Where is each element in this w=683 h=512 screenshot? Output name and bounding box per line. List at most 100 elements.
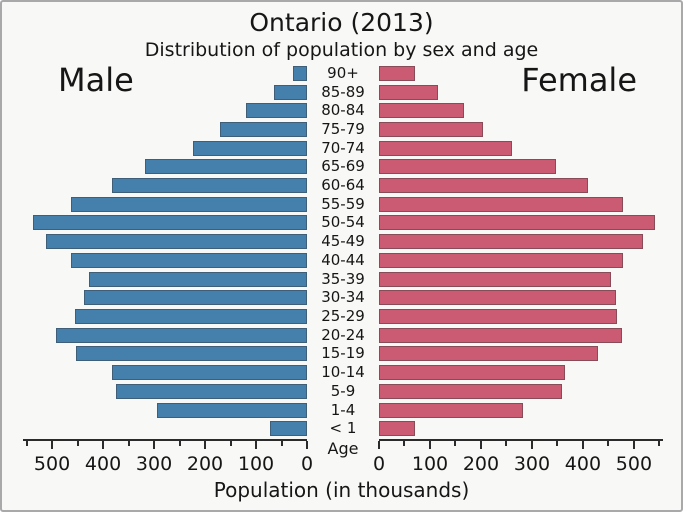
female-bar — [379, 327, 623, 343]
female-side-label: Female — [521, 61, 637, 99]
pyramid-row: 15-19 — [23, 345, 663, 364]
female-bar — [379, 215, 655, 231]
x-axis-right: 0 100 200 300 400 500 — [373, 439, 663, 477]
male-bar — [74, 308, 307, 324]
pyramid-row: 90+ — [23, 64, 663, 83]
female-half — [379, 363, 663, 382]
female-bar — [379, 308, 617, 324]
age-label: 55-59 — [321, 194, 365, 213]
male-bar — [145, 159, 307, 175]
minor-tick — [127, 441, 130, 446]
tick-label: 100 — [237, 453, 275, 475]
age-label: 25-29 — [321, 306, 365, 325]
tick-label: 500 — [33, 453, 71, 475]
tick-label: 500 — [615, 453, 653, 475]
tick-label: 300 — [135, 453, 173, 475]
female-half — [379, 195, 663, 214]
chart-subtitle: Distribution of population by sex and ag… — [144, 39, 539, 61]
male-half — [23, 158, 307, 177]
male-half — [23, 64, 307, 83]
pyramid-row: 30-34 — [23, 288, 663, 307]
pyramid-row: 10-14 — [23, 363, 663, 382]
age-label: 10-14 — [321, 363, 365, 382]
male-bar — [157, 402, 307, 418]
male-bar — [116, 383, 307, 399]
age-label: 60-64 — [321, 176, 365, 195]
age-label: 70-74 — [321, 138, 365, 157]
male-bar — [112, 178, 307, 194]
age-axis-label: Age — [327, 439, 359, 458]
male-half — [23, 288, 307, 307]
major-tick — [153, 441, 156, 449]
pyramid-row: 20-24 — [23, 326, 663, 345]
male-half — [23, 101, 307, 120]
male-half — [23, 363, 307, 382]
female-half — [379, 270, 663, 289]
male-half — [23, 139, 307, 158]
pyramid-row: 25-29 — [23, 307, 663, 326]
pyramid-row: 5-9 — [23, 382, 663, 401]
age-label: 20-24 — [321, 325, 365, 344]
tick-label: 400 — [84, 453, 122, 475]
major-tick — [378, 441, 380, 449]
male-bar — [88, 271, 307, 287]
minor-tick — [454, 441, 457, 446]
female-half — [379, 176, 663, 195]
male-half — [23, 232, 307, 251]
x-axis-left: 0 100 200 300 400 500 — [23, 439, 313, 477]
minor-tick — [505, 441, 508, 446]
major-tick — [428, 441, 431, 449]
male-bar — [71, 196, 307, 212]
female-half — [379, 382, 663, 401]
pyramid-row: < 1 — [23, 419, 663, 438]
female-bar — [379, 290, 616, 306]
tick-label: 0 — [300, 453, 314, 475]
male-side-label: Male — [58, 61, 134, 99]
age-label: 65-69 — [321, 157, 365, 176]
age-label: 5-9 — [330, 381, 356, 400]
tick-label: 200 — [462, 453, 500, 475]
female-bar — [379, 271, 611, 287]
male-bar — [246, 103, 307, 119]
major-tick — [255, 441, 257, 449]
minor-tick — [76, 441, 79, 446]
pyramid-row: 45-49 — [23, 232, 663, 251]
male-bar — [193, 140, 307, 156]
major-tick — [204, 441, 207, 449]
male-half — [23, 401, 307, 420]
male-half — [23, 270, 307, 289]
age-label: 40-44 — [321, 250, 365, 269]
male-half — [23, 307, 307, 326]
female-bar — [379, 159, 556, 175]
female-bar — [379, 121, 483, 137]
male-half — [23, 326, 307, 345]
minor-tick — [556, 441, 559, 446]
female-half — [379, 64, 663, 83]
male-bar — [292, 65, 307, 81]
major-tick — [530, 441, 533, 449]
male-bar — [274, 84, 307, 100]
female-half — [379, 251, 663, 270]
age-label: 85-89 — [321, 82, 365, 101]
male-bar — [270, 421, 307, 437]
female-half — [379, 288, 663, 307]
female-half — [379, 139, 663, 158]
age-label: 45-49 — [321, 232, 365, 251]
female-half — [379, 345, 663, 364]
female-half — [379, 419, 663, 438]
male-bar — [75, 346, 307, 362]
male-half — [23, 195, 307, 214]
male-half — [23, 382, 307, 401]
female-half — [379, 83, 663, 102]
pyramid-row: 70-74 — [23, 139, 663, 158]
male-bar — [46, 234, 307, 250]
pyramid-row: 75-79 — [23, 120, 663, 139]
pyramid-row: 1-4 — [23, 401, 663, 420]
female-half — [379, 307, 663, 326]
pyramid-row: 65-69 — [23, 158, 663, 177]
age-label: 50-54 — [321, 213, 365, 232]
tick-label: 100 — [411, 453, 449, 475]
pyramid-row: 80-84 — [23, 101, 663, 120]
female-bar — [379, 178, 589, 194]
